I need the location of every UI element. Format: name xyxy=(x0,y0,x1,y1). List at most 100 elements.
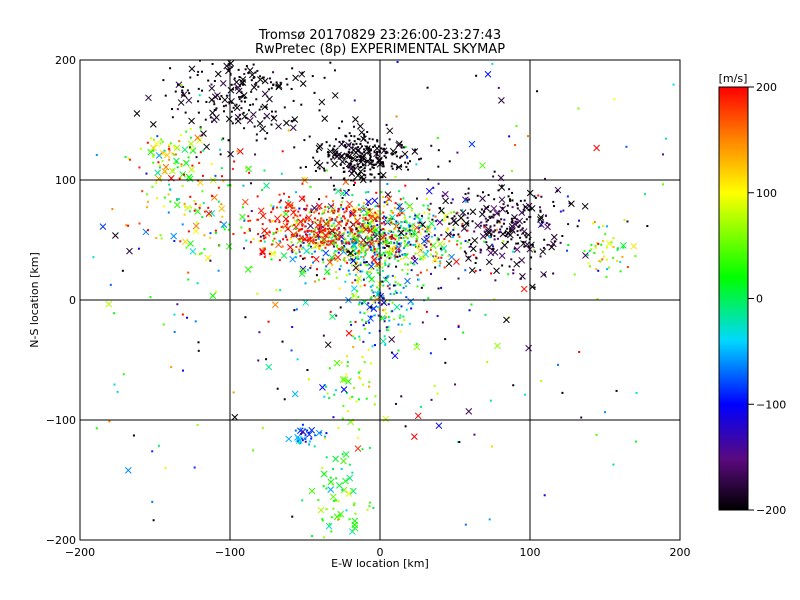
data-point xyxy=(403,253,406,256)
data-point xyxy=(231,88,234,91)
data-point xyxy=(217,200,220,203)
data-point xyxy=(332,212,335,215)
data-point xyxy=(362,148,365,151)
data-point xyxy=(303,176,306,179)
data-point xyxy=(407,241,410,244)
data-point xyxy=(511,250,514,253)
data-point xyxy=(593,221,596,224)
data-point xyxy=(511,191,514,194)
data-point xyxy=(382,295,385,298)
data-point-cross xyxy=(469,245,477,253)
data-point xyxy=(391,310,394,313)
data-point-cross xyxy=(259,247,266,255)
data-point xyxy=(351,151,354,154)
data-point xyxy=(512,272,515,275)
data-point-cross xyxy=(484,70,492,78)
data-point xyxy=(220,94,223,97)
data-point-cross xyxy=(163,151,171,159)
data-point xyxy=(160,237,163,240)
colorbar-tick-label: 0 xyxy=(756,293,763,306)
data-point-cross xyxy=(325,522,333,530)
data-point xyxy=(279,229,282,232)
data-point xyxy=(512,384,515,387)
data-point xyxy=(145,172,148,175)
data-point xyxy=(419,258,422,261)
data-point xyxy=(364,321,367,324)
data-point xyxy=(339,236,342,239)
data-point xyxy=(263,240,266,243)
data-point xyxy=(419,157,422,160)
data-point-cross xyxy=(412,231,419,238)
data-point-cross xyxy=(203,143,210,151)
data-point xyxy=(353,166,356,169)
data-point-cross xyxy=(368,240,375,248)
data-point xyxy=(333,242,336,245)
data-point-cross xyxy=(498,252,506,260)
data-point xyxy=(379,176,382,179)
data-point xyxy=(540,195,543,198)
data-point xyxy=(279,81,282,84)
data-point xyxy=(543,494,546,497)
data-point xyxy=(376,247,379,250)
data-point xyxy=(231,167,234,170)
data-point xyxy=(358,166,361,169)
data-point xyxy=(395,151,398,154)
data-point xyxy=(344,146,347,149)
data-point xyxy=(92,256,95,259)
data-point xyxy=(366,131,369,134)
data-point xyxy=(420,286,423,289)
data-point xyxy=(362,255,365,258)
data-point xyxy=(188,92,191,95)
data-point xyxy=(367,247,370,250)
data-point xyxy=(450,201,453,204)
data-point xyxy=(348,139,351,142)
data-point xyxy=(343,217,346,220)
data-point xyxy=(155,182,158,185)
data-point-cross xyxy=(494,342,501,350)
data-point xyxy=(322,233,325,236)
data-point xyxy=(392,237,395,240)
data-point-cross xyxy=(244,266,252,273)
data-point-cross xyxy=(295,435,302,443)
data-point xyxy=(191,164,194,167)
x-tick-label: 0 xyxy=(377,546,384,559)
data-point xyxy=(334,225,337,228)
data-point xyxy=(351,240,354,243)
data-point xyxy=(395,220,398,223)
data-point xyxy=(252,238,255,241)
data-point xyxy=(383,335,386,338)
data-point xyxy=(429,272,432,275)
data-point xyxy=(345,210,348,213)
data-point xyxy=(336,216,339,219)
data-point-cross xyxy=(290,231,298,238)
data-point-cross xyxy=(315,144,323,152)
data-point xyxy=(494,229,497,232)
data-point xyxy=(621,255,624,258)
data-point xyxy=(359,264,362,267)
data-point xyxy=(158,166,161,169)
data-point xyxy=(426,269,429,272)
data-point xyxy=(405,308,408,311)
data-point-cross xyxy=(360,206,368,214)
data-point xyxy=(197,111,200,114)
data-point xyxy=(225,94,228,97)
data-point xyxy=(382,228,385,231)
data-point xyxy=(589,265,592,268)
data-point xyxy=(372,291,375,294)
data-point xyxy=(420,214,423,217)
data-point-cross xyxy=(539,248,547,255)
data-point xyxy=(370,225,373,228)
data-point xyxy=(376,140,379,143)
data-point xyxy=(374,211,377,214)
data-point xyxy=(247,215,250,218)
data-point xyxy=(187,278,190,281)
data-point xyxy=(209,232,212,235)
data-point xyxy=(243,231,246,234)
data-point xyxy=(261,189,264,192)
data-point-cross xyxy=(261,103,269,111)
data-point xyxy=(329,176,332,179)
data-point xyxy=(168,147,171,150)
data-point xyxy=(404,263,407,266)
data-point xyxy=(147,229,150,232)
data-point xyxy=(227,62,230,65)
